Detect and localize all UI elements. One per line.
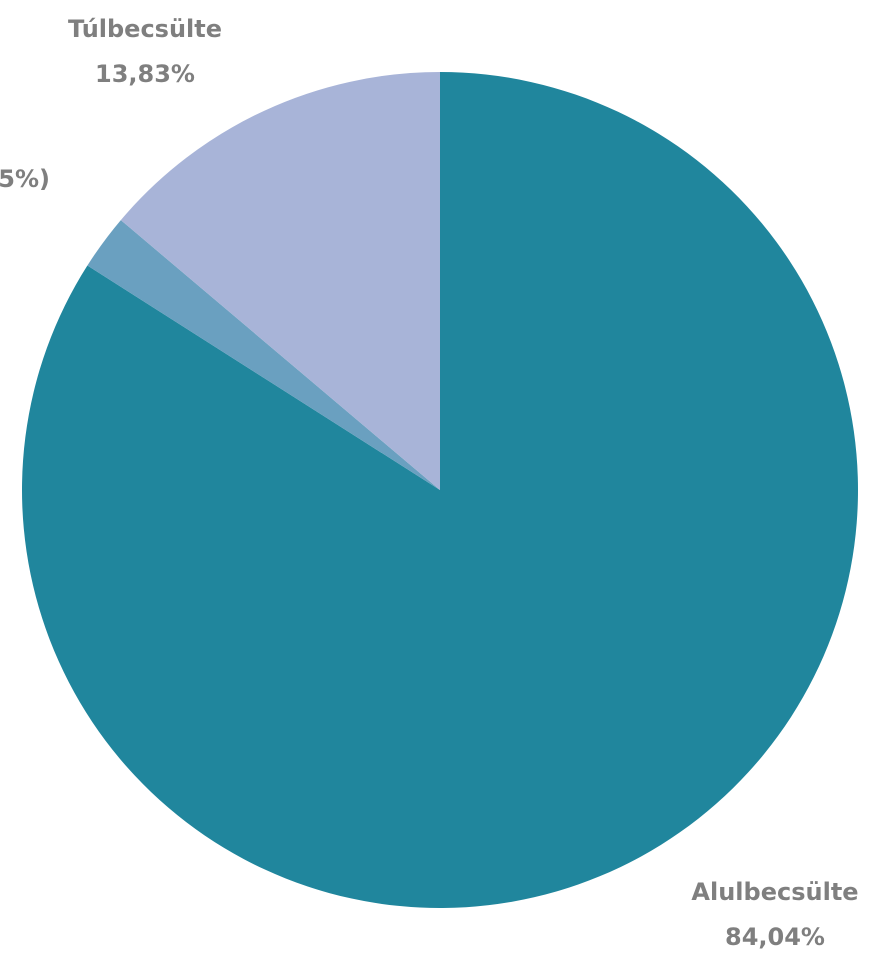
- pie-slice: [120, 71, 440, 490]
- slice-value-label: 5%): [0, 165, 50, 193]
- slice-value-label: 13,83%: [95, 60, 195, 88]
- slice-label: Alulbecsülte: [691, 878, 858, 906]
- slice-value-label: 84,04%: [725, 923, 825, 951]
- pie-slice: [87, 220, 440, 491]
- slice-label: Túlbecsülte: [68, 15, 222, 43]
